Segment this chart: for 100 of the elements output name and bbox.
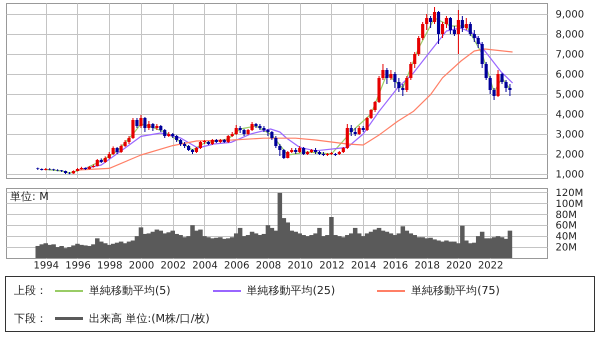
x-tick-label: 1998 (97, 260, 122, 272)
bar (102, 243, 108, 258)
candlestick (389, 70, 392, 80)
candlestick (369, 108, 373, 120)
y-tick-label: 100M (556, 198, 584, 210)
candlestick (436, 10, 440, 44)
bar (286, 222, 290, 258)
legend-label: 単純移動平均(75) (411, 283, 500, 298)
bar (337, 236, 342, 258)
legend-label: 単純移動平均(25) (246, 283, 336, 298)
candlestick (456, 10, 460, 54)
bar (416, 237, 421, 258)
legend-label: 出来高 単位:(M株/口/枚) (89, 311, 210, 326)
x-tick-label: 2020 (446, 260, 472, 272)
bar (198, 230, 203, 258)
text: 下段： (14, 311, 47, 326)
bar (118, 242, 124, 258)
candlestick (131, 118, 135, 140)
candlestick (500, 72, 504, 84)
legend-label: 単純移動平均(5) (89, 283, 171, 298)
bar (500, 237, 504, 258)
candlestick (488, 76, 492, 94)
candlestick (480, 42, 484, 68)
candlestick (346, 124, 349, 150)
bar (114, 242, 120, 258)
candlestick (366, 116, 369, 132)
y-tick-label: 9,000 (556, 10, 584, 20)
candlestick (274, 136, 278, 148)
candlestick (440, 22, 444, 38)
bar (218, 237, 223, 258)
bar (380, 230, 386, 258)
x-tick-label: 2002 (160, 260, 186, 272)
bar (452, 242, 457, 258)
candlestick (496, 70, 500, 98)
candlestick (508, 84, 512, 96)
bar (138, 227, 144, 258)
candlestick (381, 64, 385, 80)
y-tick-label: 8,000 (556, 30, 584, 40)
x-tick-label: 2016 (382, 260, 408, 272)
bar (44, 243, 48, 258)
bar (460, 226, 465, 258)
candlestick (234, 124, 238, 136)
annotation: 単位: M (10, 190, 49, 203)
bar (170, 230, 175, 258)
candlestick (444, 16, 448, 28)
y-tick-label: 5,000 (556, 90, 584, 100)
candlestick (460, 16, 464, 32)
bar (329, 216, 334, 258)
candlestick (484, 62, 488, 80)
bar (412, 235, 417, 258)
bar (468, 243, 473, 258)
bar (182, 237, 187, 258)
y-tick-label: 6,000 (556, 70, 584, 80)
candlestick (448, 16, 452, 34)
y-tick-label: 20M (556, 242, 577, 254)
candlestick (468, 22, 472, 36)
x-tick-label: 2006 (224, 260, 250, 272)
bar (230, 237, 234, 258)
bar (98, 242, 104, 258)
text: 上段： (14, 283, 47, 298)
bar (480, 232, 484, 258)
bar (278, 192, 282, 258)
candlestick (393, 72, 396, 88)
y-tick-label: 7,000 (556, 50, 584, 60)
bar (400, 226, 406, 258)
bar (404, 230, 410, 258)
y-tick-label: 40M (556, 232, 577, 243)
candlestick (139, 114, 143, 128)
bar (508, 230, 512, 258)
x-tick-label: 2008 (256, 260, 282, 272)
bar (317, 228, 322, 258)
x-tick-label: 2012 (319, 260, 345, 272)
x-tick-label: 2000 (128, 260, 154, 272)
candlestick (278, 144, 282, 156)
x-tick-label: 2018 (414, 260, 440, 272)
x-tick-label: 1994 (34, 260, 59, 272)
x-tick-label: 2014 (350, 260, 376, 272)
candlestick (350, 124, 353, 136)
candlestick (373, 100, 377, 112)
bar (492, 237, 496, 258)
bar (341, 237, 346, 258)
candlestick (397, 78, 400, 92)
bar (238, 228, 242, 258)
bar (158, 230, 164, 258)
bar (352, 228, 358, 258)
candlestick (385, 68, 388, 84)
bar (420, 237, 425, 258)
candlestick (452, 26, 456, 36)
candlestick (504, 80, 508, 92)
y-tick-label: 2,000 (556, 150, 584, 160)
x-tick-label: 2010 (287, 260, 313, 272)
bar (59, 246, 64, 258)
y-tick-label: 60M (556, 220, 577, 232)
y-tick-label: 3,000 (556, 130, 584, 140)
y-tick-label: 1,000 (556, 170, 584, 180)
bar (95, 238, 100, 258)
bar (266, 225, 270, 258)
candlestick (377, 76, 381, 104)
bar (190, 225, 195, 258)
candlestick (282, 148, 286, 160)
